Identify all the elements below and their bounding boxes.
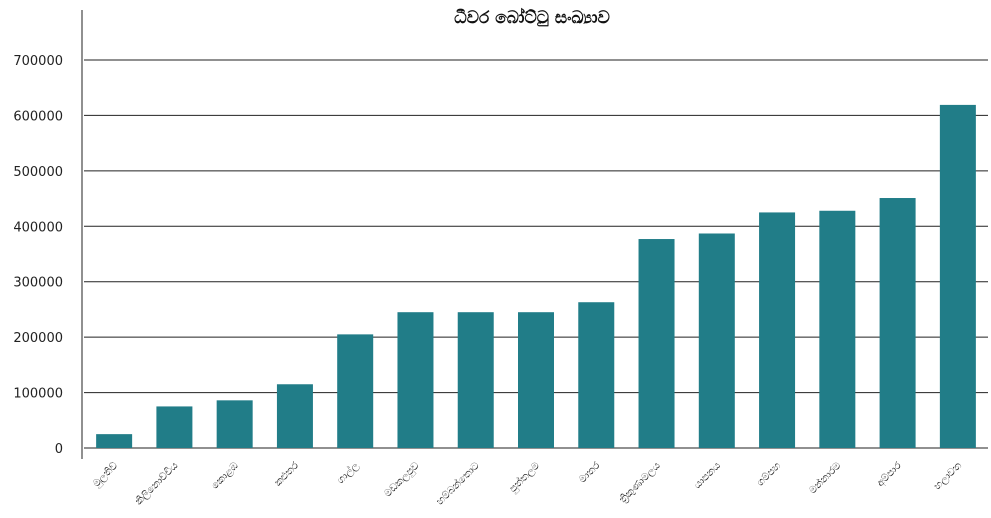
y-axis-ticks: 0 100000 200000 300000 400000 500000 600000 700… [13, 54, 63, 457]
bar [276, 384, 313, 448]
x-tick-label: පුත්තලම [506, 459, 542, 495]
x-tick-label: මන්නාරම [806, 459, 844, 497]
x-tick-label: ගම්පහ [754, 460, 783, 489]
bar [698, 233, 735, 448]
x-tick-label: කිලිනොච්චිය [133, 460, 181, 508]
x-tick-label: මාතර [576, 460, 602, 486]
y-tick-label: 200000 [13, 331, 63, 346]
x-tick-label: කළුතර [272, 460, 301, 489]
y-tick-label: 0 [55, 442, 63, 457]
x-tick-label: මඩකලපුව [382, 460, 421, 499]
bar [638, 239, 675, 448]
x-axis-ticks: මුලතිව් කිලිනොච්චිය කොළඹ කළුතර ගාල්ල මඩකලපුව හ… [90, 459, 964, 508]
chart-title: ධීවර බෝට්ටු සංඛ්‍යාව [454, 7, 610, 28]
y-tick-label: 300000 [13, 276, 63, 291]
bars [96, 104, 976, 448]
bar [337, 334, 374, 448]
bar [216, 400, 253, 448]
bar [578, 302, 615, 448]
bar [759, 212, 796, 448]
x-tick-label: හලාවත [932, 460, 964, 492]
bar [397, 312, 434, 448]
bar [939, 104, 976, 448]
y-tick-label: 400000 [13, 220, 63, 235]
x-tick-label: මුලතිව් [90, 460, 120, 490]
y-tick-label: 100000 [13, 387, 63, 402]
y-tick-label: 700000 [13, 54, 63, 69]
y-tick-label: 500000 [13, 165, 63, 180]
x-tick-label: අම්පාර [874, 460, 903, 489]
x-tick-label: කොළඹ [209, 460, 241, 492]
bar [457, 312, 494, 448]
x-tick-label: ත්‍රිකුණාමලය [618, 460, 663, 505]
bar [156, 406, 193, 448]
bar [819, 210, 856, 448]
y-tick-label: 600000 [13, 109, 63, 124]
x-tick-label: ගාල්ල [334, 459, 362, 487]
bar [879, 198, 916, 448]
x-tick-label: හම්බන්තොට [433, 459, 482, 508]
bar [96, 434, 133, 448]
bar [518, 312, 554, 448]
x-tick-label: යාපනය [692, 460, 723, 491]
